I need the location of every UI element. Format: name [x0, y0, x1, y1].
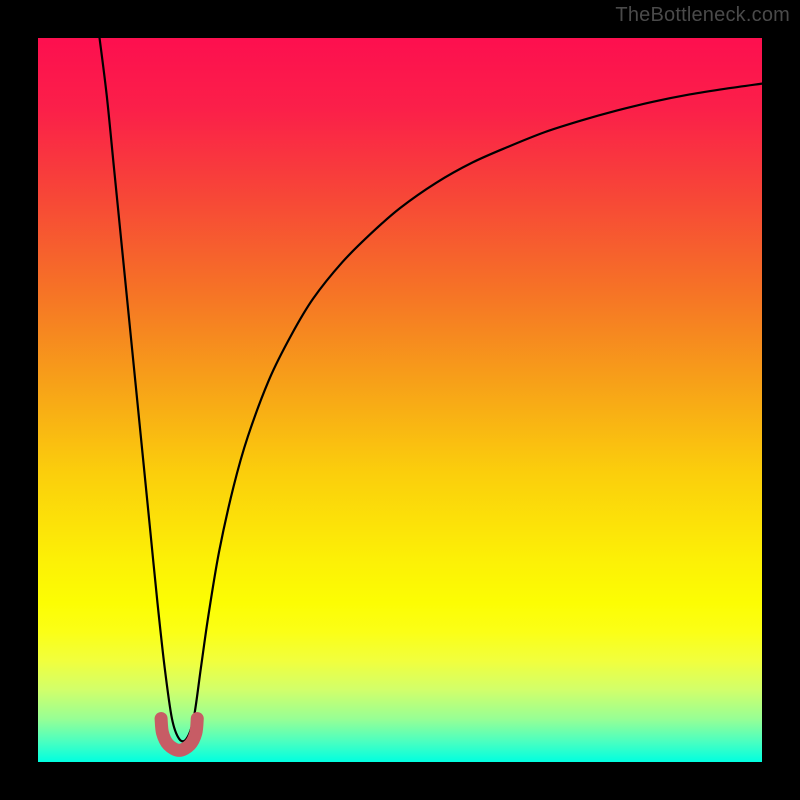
chart-svg [0, 0, 800, 800]
plot-background [38, 38, 762, 762]
watermark-text: TheBottleneck.com [615, 4, 790, 27]
chart-canvas: TheBottleneck.com [0, 0, 800, 800]
